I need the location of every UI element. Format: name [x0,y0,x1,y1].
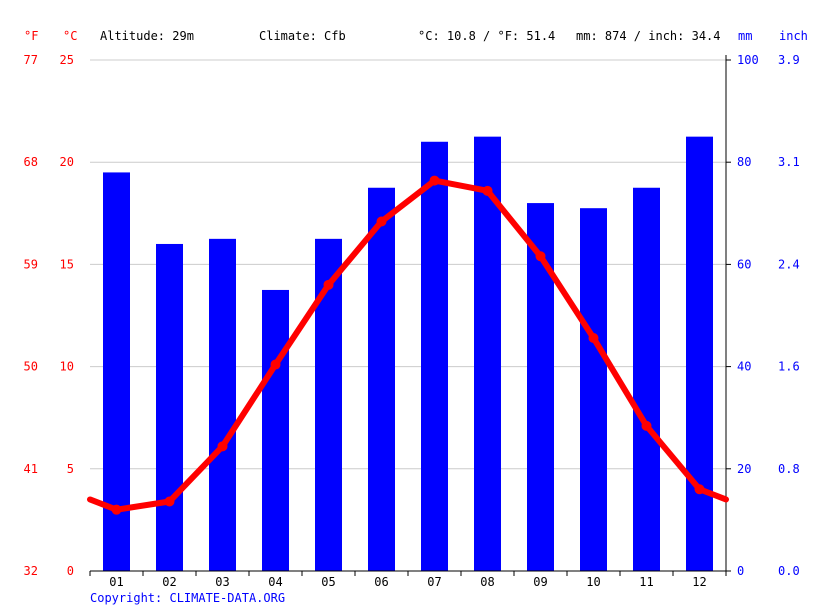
precipitation-bars [103,136,713,572]
celsius-tick-label: 25 [60,53,74,67]
altitude-label: Altitude: 29m [100,29,194,43]
month-tick-label: 06 [374,575,388,589]
month-tick-label: 02 [162,575,176,589]
fahrenheit-tick-label: 32 [24,564,38,578]
climate-label: Climate: Cfb [259,29,346,43]
temperature-point [429,175,440,186]
celsius-tick-label: 0 [67,564,74,578]
fahrenheit-tick-label: 68 [24,155,38,169]
precipitation-bar [527,203,554,571]
precipitation-bar [474,136,501,571]
average-temperature-label: °C: 10.8 / °F: 51.4 [418,29,555,43]
temperature-line [87,175,729,515]
axes [89,55,731,576]
mm-tick-label: 0 [737,564,744,578]
temperature-point [111,504,122,515]
precipitation-bar [209,238,236,571]
precipitation-bar [262,289,289,571]
temperature-point [482,185,493,196]
temperature-point [535,251,546,262]
precipitation-bar [156,243,183,571]
gridlines [90,59,726,470]
month-tick-label: 12 [692,575,706,589]
fahrenheit-tick-label: 59 [24,257,38,271]
month-tick-label: 05 [321,575,335,589]
precipitation-bar [368,187,395,571]
inch-tick-label: 0.8 [778,462,800,476]
inch-tick-label: 0.0 [778,564,800,578]
celsius-tick-label: 10 [60,360,74,374]
temperature-point [376,216,387,227]
tick-labels: 0 32 5 41 10 50 15 59 20 68 25 77 0 0.0 20 0.8 40 1.6 60 2.… [24,53,800,589]
precipitation-bar [686,136,713,571]
temperature-series-line [87,177,729,513]
mm-tick-label: 20 [737,462,751,476]
temperature-point [323,279,334,290]
month-tick-label: 11 [639,575,653,589]
inch-tick-label: 3.9 [778,53,800,67]
fahrenheit-tick-label: 41 [24,462,38,476]
unit-fahrenheit-label: °F [24,29,38,43]
mm-tick-label: 100 [737,53,759,67]
month-tick-label: 08 [480,575,494,589]
fahrenheit-tick-label: 77 [24,53,38,67]
inch-tick-label: 2.4 [778,257,800,271]
celsius-tick-label: 15 [60,257,74,271]
month-tick-label: 10 [586,575,600,589]
temperature-point [694,484,705,495]
month-tick-label: 03 [215,575,229,589]
mm-tick-label: 40 [737,360,751,374]
temperature-point [270,359,281,370]
precipitation-bar [580,208,607,571]
inch-tick-label: 1.6 [778,360,800,374]
mm-tick-label: 80 [737,155,751,169]
unit-mm-label: mm [738,29,752,43]
copyright-link[interactable]: Copyright: CLIMATE-DATA.ORG [90,591,286,605]
fahrenheit-tick-label: 50 [24,360,38,374]
temperature-point [588,332,599,343]
inch-tick-label: 3.1 [778,155,800,169]
celsius-tick-label: 20 [60,155,74,169]
unit-inch-label: inch [779,29,808,43]
precipitation-total-label: mm: 874 / inch: 34.4 [576,29,721,43]
temperature-point [164,496,175,507]
celsius-tick-label: 5 [67,462,74,476]
month-tick-label: 09 [533,575,547,589]
mm-tick-label: 60 [737,257,751,271]
month-tick-label: 07 [427,575,441,589]
month-tick-label: 01 [109,575,123,589]
unit-celsius-label: °C [63,29,77,43]
temperature-point [641,420,652,431]
precipitation-bar [633,187,660,571]
precipitation-bar [421,141,448,571]
temperature-point [217,441,228,452]
month-tick-label: 04 [268,575,282,589]
